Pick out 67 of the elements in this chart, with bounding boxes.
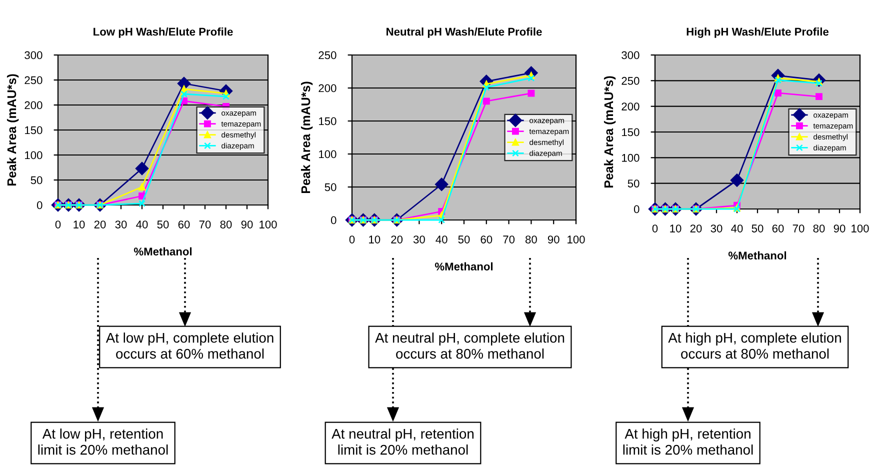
x-axis-title: %Methanol bbox=[728, 251, 786, 260]
chart-title: High pH Wash/Elute Profile bbox=[686, 28, 829, 38]
y-tick-label: 200 bbox=[622, 102, 640, 110]
y-tick-label: 200 bbox=[24, 101, 42, 110]
y-tick-label: 200 bbox=[318, 84, 336, 92]
text: At neutral pH, retention limit is 20% methanol bbox=[332, 428, 474, 455]
x-tick-label: 40 bbox=[436, 236, 448, 244]
x-tick-label: 70 bbox=[199, 220, 211, 228]
x-tick-label: 20 bbox=[94, 220, 106, 228]
y-tick-label: 150 bbox=[622, 128, 640, 136]
chart-title: Low pH Wash/Elute Profile bbox=[94, 28, 233, 38]
x-tick-label: 10 bbox=[369, 236, 380, 244]
x-tick-label: 50 bbox=[458, 236, 470, 244]
y-tick-label: 0 bbox=[36, 201, 42, 210]
x-tick-label: 50 bbox=[157, 220, 169, 228]
x-tick-label: 90 bbox=[241, 220, 253, 228]
y-tick-label: 50 bbox=[324, 183, 336, 192]
x-tick-label: 60 bbox=[178, 220, 190, 228]
x-tick-label: 40 bbox=[136, 220, 148, 228]
y-tick-label: 100 bbox=[319, 150, 336, 158]
x-tick-label: 80 bbox=[526, 236, 537, 244]
x-tick-label: 100 bbox=[260, 220, 277, 228]
x-axis-title: %Methanol bbox=[134, 247, 192, 256]
y-tick-label: 50 bbox=[628, 180, 640, 188]
x-tick-label: 70 bbox=[792, 224, 804, 232]
y-tick-label: 300 bbox=[622, 51, 640, 60]
y-axis-title: Peak Area (mAU*s) bbox=[6, 74, 19, 186]
text: At neutral pH, complete elution occurs at 80% methanol bbox=[375, 332, 564, 359]
x-tick-label: 100 bbox=[852, 224, 869, 232]
x-tick-label: 20 bbox=[391, 236, 403, 244]
text: At low pH, retention limit is 20% methanol bbox=[38, 428, 168, 455]
x-tick-label: 30 bbox=[115, 220, 127, 228]
x-tick-label: 100 bbox=[568, 236, 585, 244]
y-tick-label: 150 bbox=[319, 117, 336, 126]
text: At high pH, retention limit is 20% methanol bbox=[623, 428, 753, 455]
text: At high pH, complete elution occurs at 80% methanol bbox=[668, 332, 841, 359]
x-tick-label: 40 bbox=[731, 224, 743, 232]
chart-title: Neutral pH Wash/Elute Profile bbox=[386, 28, 542, 38]
x-tick-label: 80 bbox=[813, 224, 825, 232]
text: At low pH, complete elution occurs at 60% methanol bbox=[106, 332, 274, 359]
x-tick-label: 0 bbox=[349, 236, 355, 244]
y-tick-label: 0 bbox=[634, 205, 640, 214]
x-tick-label: 80 bbox=[220, 220, 232, 228]
x-axis-title: %Methanol bbox=[434, 262, 493, 270]
y-tick-label: 300 bbox=[24, 51, 42, 60]
x-tick-label: 70 bbox=[503, 236, 515, 244]
x-tick-label: 90 bbox=[834, 224, 846, 232]
y-tick-label: 250 bbox=[622, 76, 640, 85]
y-tick-label: 100 bbox=[25, 151, 42, 160]
y-tick-label: 50 bbox=[30, 176, 42, 184]
y-tick-label: 250 bbox=[24, 76, 42, 84]
x-tick-label: 10 bbox=[74, 220, 85, 228]
x-tick-label: 20 bbox=[690, 224, 702, 232]
y-tick-label: 250 bbox=[318, 51, 336, 60]
x-tick-label: 30 bbox=[710, 224, 722, 232]
y-tick-label: 100 bbox=[622, 154, 640, 162]
x-tick-label: 0 bbox=[652, 224, 658, 232]
x-tick-label: 60 bbox=[772, 224, 784, 232]
x-tick-label: 60 bbox=[480, 236, 492, 244]
x-tick-label: 30 bbox=[413, 236, 425, 244]
y-axis-title: Peak Area (mAU*s) bbox=[604, 76, 616, 188]
x-tick-label: 0 bbox=[55, 220, 61, 228]
x-tick-label: 50 bbox=[752, 224, 764, 232]
x-tick-label: 90 bbox=[548, 236, 560, 244]
y-axis-title: Peak Area (mAU*s) bbox=[300, 82, 313, 194]
x-tick-label: 10 bbox=[670, 224, 682, 232]
y-tick-label: 150 bbox=[25, 126, 42, 134]
